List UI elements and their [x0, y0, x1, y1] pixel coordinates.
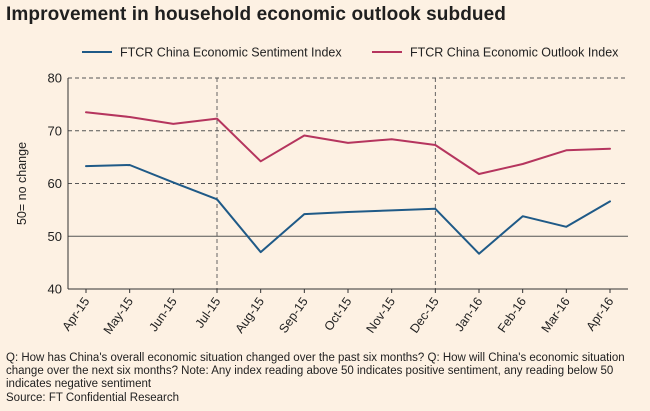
- x-tick-label: Jun-15: [146, 295, 179, 334]
- y-tick-label: 70: [48, 123, 62, 138]
- series-line: [85, 111, 611, 175]
- series-line: [85, 164, 611, 255]
- x-tick-label: May-15: [101, 295, 136, 337]
- x-tick-label: Mar-16: [539, 295, 573, 336]
- chart-footnote: Q: How has China's overall economic situ…: [6, 352, 625, 390]
- x-tick-label: Sep-15: [276, 295, 311, 336]
- x-tick-label: Jul-15: [192, 295, 223, 331]
- x-tick-label: Feb-16: [495, 295, 529, 336]
- legend-label: FTCR China Economic Outlook Index: [410, 46, 619, 60]
- x-tick-label: Apr-16: [583, 295, 616, 334]
- y-tick-label: 60: [48, 176, 62, 191]
- x-tick-label: Jan-16: [452, 295, 485, 334]
- y-tick-label: 40: [48, 282, 62, 297]
- x-tick-label: Oct-15: [321, 295, 354, 334]
- y-axis-label: 50= no change: [15, 142, 29, 225]
- line-chart: FTCR China Economic Sentiment Index FTCR …: [15, 46, 628, 337]
- chart-title: Improvement in household economic outloo…: [6, 4, 506, 25]
- y-tick-label: 50: [48, 229, 62, 244]
- x-tick-label: Nov-15: [364, 295, 399, 336]
- x-tick-label: Apr-15: [59, 295, 92, 334]
- x-tick-label: Dec-15: [407, 295, 442, 336]
- chart-source: Source: FT Confidential Research: [6, 392, 180, 404]
- y-tick-label: 80: [48, 71, 62, 86]
- legend-label: FTCR China Economic Sentiment Index: [120, 46, 342, 60]
- x-tick-label: Aug-15: [233, 295, 268, 336]
